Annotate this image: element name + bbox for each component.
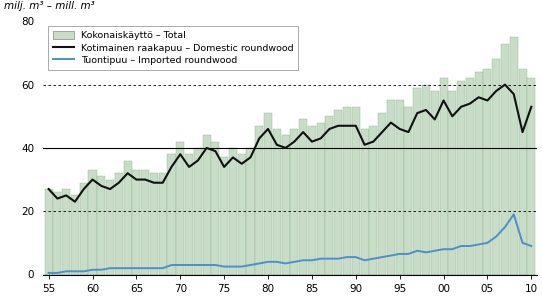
Bar [299,120,307,274]
Bar [483,69,492,274]
Bar [360,129,369,274]
Bar [124,160,132,274]
Bar [509,37,518,274]
Bar [88,170,96,274]
Bar [457,81,465,274]
Bar [71,196,79,274]
Bar [519,69,527,274]
Bar [62,189,70,274]
Bar [211,142,220,274]
Bar [291,129,299,274]
Bar [80,183,88,274]
Bar [466,78,474,274]
Bar [53,192,61,274]
Bar [106,180,114,274]
Bar [334,110,343,274]
Bar [352,107,360,274]
Bar [343,107,351,274]
Bar [247,148,255,274]
Bar [141,170,149,274]
Bar [220,157,228,274]
Bar [167,154,176,274]
Bar [44,189,53,274]
Bar [422,84,430,274]
Bar [378,113,386,274]
Bar [448,91,456,274]
Bar [325,116,333,274]
Bar [264,113,272,274]
Bar [404,107,412,274]
Bar [115,173,123,274]
Bar [255,126,263,274]
Bar [194,148,202,274]
Bar [229,148,237,274]
Bar [413,88,421,274]
Bar [159,173,167,274]
Bar [237,154,246,274]
Bar [308,126,316,274]
Bar [387,100,395,274]
Bar [440,78,448,274]
Bar [132,170,140,274]
Legend: Kokonaiskäyttö – Total, Kotimainen raakapuu – Domestic roundwood, Tuontipuu – Im: Kokonaiskäyttö – Total, Kotimainen raaka… [48,26,299,70]
Bar [203,135,211,274]
Bar [475,72,483,274]
Bar [527,78,535,274]
Text: milj. m³ – mill. m³: milj. m³ – mill. m³ [4,1,95,11]
Bar [492,59,500,274]
Bar [185,154,193,274]
Bar [273,129,281,274]
Bar [431,91,439,274]
Bar [317,123,325,274]
Bar [97,176,105,274]
Bar [396,100,404,274]
Bar [369,126,377,274]
Bar [281,135,289,274]
Bar [176,142,184,274]
Bar [150,173,158,274]
Bar [501,44,509,274]
